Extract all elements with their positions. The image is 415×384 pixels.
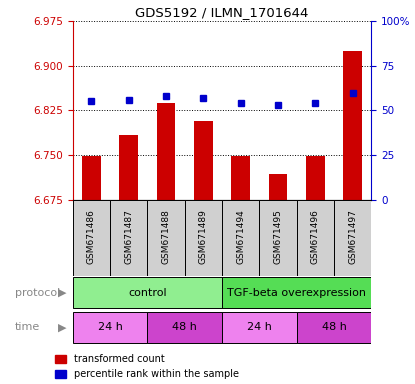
Bar — [73, 200, 110, 276]
Bar — [222, 277, 371, 308]
Text: 24 h: 24 h — [247, 322, 272, 333]
Bar — [73, 277, 222, 308]
Text: time: time — [15, 322, 40, 333]
Bar — [344, 51, 362, 200]
Bar — [110, 200, 147, 276]
Text: GSM671487: GSM671487 — [124, 209, 133, 264]
Text: 48 h: 48 h — [322, 322, 347, 333]
Bar — [194, 121, 213, 200]
Text: GSM671486: GSM671486 — [87, 209, 96, 264]
Text: TGF-beta overexpression: TGF-beta overexpression — [227, 288, 366, 298]
Text: GSM671488: GSM671488 — [161, 209, 171, 264]
Text: GSM671494: GSM671494 — [236, 209, 245, 264]
Text: protocol: protocol — [15, 288, 60, 298]
Title: GDS5192 / ILMN_1701644: GDS5192 / ILMN_1701644 — [135, 5, 309, 18]
Text: GSM671489: GSM671489 — [199, 209, 208, 264]
Bar — [185, 200, 222, 276]
Text: 48 h: 48 h — [172, 322, 197, 333]
Text: GSM671495: GSM671495 — [273, 209, 283, 264]
Bar — [297, 312, 371, 343]
Text: control: control — [128, 288, 167, 298]
Text: GSM671496: GSM671496 — [311, 209, 320, 264]
Bar — [147, 312, 222, 343]
Bar — [232, 156, 250, 200]
Bar — [157, 103, 176, 200]
Bar — [82, 156, 101, 200]
Bar — [222, 200, 259, 276]
Bar — [334, 200, 371, 276]
Bar — [306, 156, 325, 200]
Bar — [269, 174, 288, 200]
Bar — [73, 312, 147, 343]
Bar — [120, 136, 138, 200]
Text: ▶: ▶ — [58, 322, 66, 333]
Bar — [147, 200, 185, 276]
Bar — [297, 200, 334, 276]
Text: GSM671497: GSM671497 — [348, 209, 357, 264]
Text: 24 h: 24 h — [98, 322, 122, 333]
Legend: transformed count, percentile rank within the sample: transformed count, percentile rank withi… — [55, 354, 239, 379]
Text: ▶: ▶ — [58, 288, 66, 298]
Bar — [222, 312, 297, 343]
Bar — [259, 200, 297, 276]
